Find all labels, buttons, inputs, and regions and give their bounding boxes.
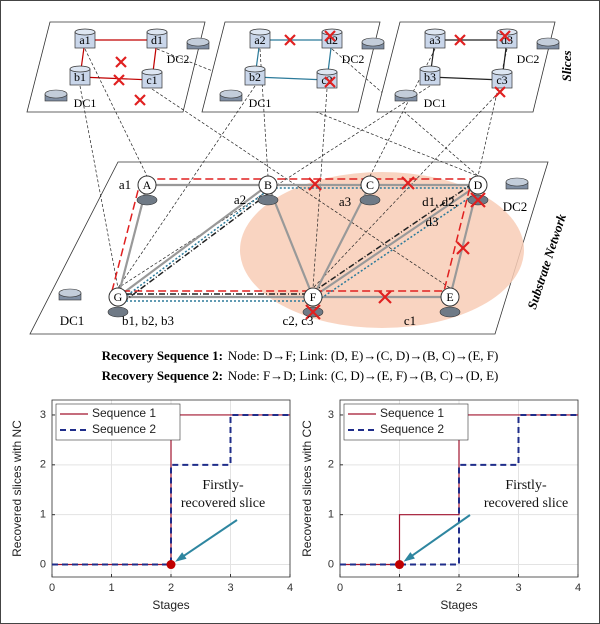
vnf-label: b1 [74, 70, 86, 84]
vnf-label: a3 [429, 33, 440, 47]
dc-label: DC2 [342, 52, 365, 66]
annotation-text: recovered slice [181, 496, 265, 511]
sequence-label: Recovery Sequence 2: [102, 368, 223, 383]
dc-disk [45, 90, 67, 98]
substrate-node-label: D [474, 178, 483, 192]
sequence-text: Node: F→D; Link: (C, D)→(E, F)→(B, C)→(D… [228, 368, 498, 383]
placement-label: b1, b2, b3 [122, 313, 174, 328]
x-tick-label: 4 [575, 582, 581, 594]
placement-label: d3 [426, 214, 439, 229]
router [360, 195, 380, 205]
placement-label: a1 [119, 177, 131, 192]
placement-label: c1 [404, 313, 416, 328]
x-tick-label: 1 [396, 582, 402, 594]
dc-disk [59, 289, 81, 297]
sequence-line: Recovery Sequence 2: Node: F→D; Link: (C,… [102, 368, 499, 383]
dc-disk [362, 38, 384, 46]
dc-label: DC2 [167, 52, 190, 66]
dc-disk [506, 178, 528, 186]
y-tick-label: 1 [40, 509, 46, 521]
annotated-point [395, 560, 404, 569]
figure: a1d1b1c1DC2DC1a2d2b2c2DC2DC1a3d3b3c3DC2D… [0, 0, 600, 624]
vnf-label: c1 [146, 73, 157, 87]
router [137, 195, 157, 205]
y-tick-label: 1 [328, 509, 334, 521]
sequence-text: Node: D→F; Link: (D, E)→(C, D)→(B, C)→(E… [228, 348, 498, 363]
x-tick-label: 4 [287, 582, 293, 594]
annotation-text: Firstly- [505, 478, 547, 493]
dc-label: DC2 [517, 52, 540, 66]
placement-label: DC1 [60, 313, 85, 328]
x-tick-label: 2 [456, 582, 462, 594]
legend-label: Sequence 1 [380, 406, 444, 420]
substrate-node-label: F [310, 290, 317, 304]
x-tick-label: 1 [108, 582, 114, 594]
dc-disk [220, 90, 242, 98]
legend-label: Sequence 2 [92, 422, 156, 436]
dc-label: DC1 [74, 96, 97, 110]
x-tick-label: 2 [168, 582, 174, 594]
y-tick-label: 0 [40, 558, 46, 570]
substrate-node-label: C [366, 178, 374, 192]
annotation-text: Firstly- [202, 478, 244, 493]
placement-label: c2, c3 [282, 313, 313, 328]
annotated-point [167, 560, 176, 569]
vnf-label: a1 [79, 33, 90, 47]
substrate-node-label: B [264, 178, 272, 192]
vnf-label: b2 [249, 70, 261, 84]
router [258, 195, 278, 205]
y-tick-label: 2 [40, 459, 46, 471]
y-tick-label: 0 [328, 558, 334, 570]
dc-disk [187, 38, 209, 46]
x-tick-label: 0 [337, 582, 343, 594]
placement-label: d1, d2, [422, 194, 458, 209]
dc-disk [395, 90, 417, 98]
substrate-node-label: G [114, 290, 123, 304]
sequence-line: Recovery Sequence 1: Node: D→F; Link: (D,… [102, 348, 499, 363]
vnf-label: b3 [424, 70, 436, 84]
y-axis-label: Recovered slices with NC [10, 420, 24, 557]
placement-label: a2 [234, 192, 246, 207]
annotation-text: recovered slice [484, 496, 568, 511]
sequence-label: Recovery Sequence 1: [102, 348, 223, 363]
y-tick-label: 3 [328, 409, 334, 421]
y-axis-label: Recovered slices with CC [300, 420, 314, 557]
x-tick-label: 3 [227, 582, 233, 594]
vnf-label: d1 [151, 33, 163, 47]
y-tick-label: 2 [328, 459, 334, 471]
dc-label: DC1 [424, 96, 447, 110]
slices-title: Slices [559, 50, 574, 81]
dc-label: DC1 [249, 96, 272, 110]
substrate-node-label: E [446, 290, 453, 304]
substrate-node-label: A [143, 178, 152, 192]
x-axis-label: Stages [152, 598, 189, 612]
vnf-label: c3 [496, 73, 507, 87]
placement-label: a3 [339, 194, 351, 209]
router [440, 307, 460, 317]
x-tick-label: 3 [515, 582, 521, 594]
y-tick-label: 3 [40, 409, 46, 421]
vnf-label: a2 [254, 33, 265, 47]
x-tick-label: 0 [49, 582, 55, 594]
placement-label: DC2 [503, 199, 528, 214]
legend-label: Sequence 2 [380, 422, 444, 436]
x-axis-label: Stages [440, 598, 477, 612]
legend-label: Sequence 1 [92, 406, 156, 420]
dc-disk [537, 38, 559, 46]
